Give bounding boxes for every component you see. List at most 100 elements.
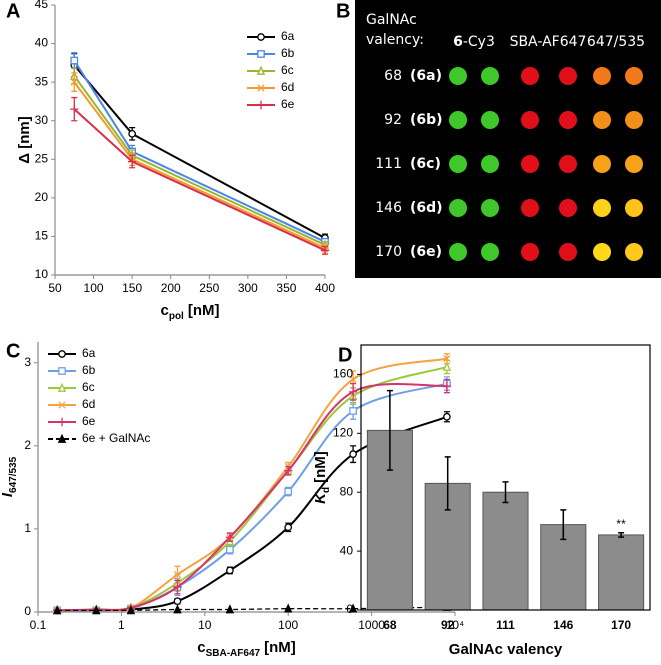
marker: [225, 604, 235, 614]
x-tick-label: 0.1: [30, 618, 47, 632]
x-tick-label: 146: [553, 618, 573, 632]
y-tick-label: 25: [35, 151, 49, 165]
marker: [127, 157, 137, 166]
marker: [443, 354, 451, 363]
marker: [442, 381, 452, 391]
spot: [593, 67, 611, 85]
marker: [126, 605, 136, 615]
spot: [625, 67, 643, 85]
series-line: [57, 606, 447, 612]
marker: [348, 387, 358, 397]
x-tick-label: 1: [118, 618, 125, 632]
legend-label: 6b: [281, 46, 295, 60]
y-tick-label: 0: [24, 604, 31, 618]
marker: [53, 605, 62, 615]
spot: [449, 111, 467, 129]
marker: [284, 523, 293, 532]
legend-label: 6c: [281, 63, 294, 77]
y-axis-label: I647/535: [0, 456, 19, 497]
axes-frame: [360, 344, 651, 611]
marker: [284, 466, 293, 475]
marker: [257, 33, 265, 41]
legend-label: 6a: [82, 346, 96, 360]
marker: [58, 401, 66, 409]
x-axis-label: GalNAc valency: [449, 641, 563, 658]
marker: [283, 603, 293, 613]
x-axis-label: cpol [nM]: [161, 302, 220, 322]
marker: [443, 412, 451, 421]
spot: [559, 155, 577, 173]
header-label: valency:: [366, 32, 424, 48]
x-tick-label: 111: [496, 618, 515, 632]
panel-letter: A: [6, 0, 20, 22]
y-axis-label: Δ [nm]: [16, 116, 33, 163]
marker: [58, 350, 66, 358]
row-valency: 68: [384, 68, 402, 84]
annotation: **: [616, 517, 626, 531]
marker: [70, 56, 79, 65]
x-tick-label: 10: [198, 618, 212, 632]
marker: [284, 487, 293, 496]
y-tick-label: 40: [35, 36, 49, 50]
marker: [173, 604, 182, 614]
y-tick-label: 120: [333, 426, 353, 440]
spot: [559, 111, 577, 129]
error-bar: [560, 509, 567, 541]
x-tick-label: 400: [315, 281, 335, 295]
marker: [92, 605, 101, 615]
legend-label: 6a: [281, 29, 295, 43]
x-tick-label: 200: [161, 281, 181, 295]
marker: [442, 361, 452, 371]
legend-label: 6c: [82, 380, 95, 394]
y-tick-label: 40: [340, 543, 354, 557]
row-valency: 170: [375, 244, 402, 260]
bar: [598, 534, 645, 611]
marker: [173, 597, 182, 606]
bar: [482, 491, 529, 611]
panel-letter: D: [338, 344, 352, 366]
spot: [521, 243, 539, 261]
y-tick-label: 160: [333, 367, 353, 381]
marker: [225, 533, 235, 542]
spot: [449, 199, 467, 217]
marker: [57, 433, 67, 443]
x-tick-label: 250: [199, 281, 219, 295]
spot: [481, 67, 499, 85]
marker: [128, 129, 136, 138]
spot: [521, 155, 539, 173]
y-tick-label: 15: [35, 229, 49, 243]
spot: [625, 199, 643, 217]
column-text: -Cy3: [463, 34, 495, 50]
marker: [349, 375, 357, 384]
label-sub: pol: [169, 311, 184, 322]
label-sub: SBA-AF647: [206, 648, 261, 659]
y-tick-label: 2: [24, 438, 31, 452]
label-space: [nM]: [264, 639, 296, 656]
marker: [348, 603, 358, 613]
legend-label: 6b: [82, 363, 96, 377]
legend-label: 6e: [82, 414, 96, 428]
legend-label: 6d: [281, 80, 294, 94]
marker: [256, 100, 266, 110]
x-axis-label: cSBA-AF647 [nM]: [197, 639, 295, 659]
x-tick-label: 350: [276, 281, 296, 295]
marker: [320, 246, 330, 255]
y-tick-label: 45: [35, 0, 49, 11]
marker: [257, 50, 265, 58]
legend-label: 6e + GalNAc: [82, 431, 150, 445]
row-valency: 146: [375, 200, 402, 216]
spot: [481, 111, 499, 129]
marker: [58, 367, 66, 375]
label-sub: d: [321, 487, 332, 493]
spot: [593, 155, 611, 173]
spot: [521, 111, 539, 129]
spot: [521, 199, 539, 217]
spot: [481, 243, 499, 261]
column-label: SBA-AF647: [510, 34, 587, 50]
spot: [449, 155, 467, 173]
marker: [226, 545, 234, 554]
spot: [559, 67, 577, 85]
x-tick-label: 170: [611, 618, 631, 632]
label-main: Δ [nm]: [16, 116, 33, 163]
x-tick-label: 10⁴: [446, 618, 465, 632]
